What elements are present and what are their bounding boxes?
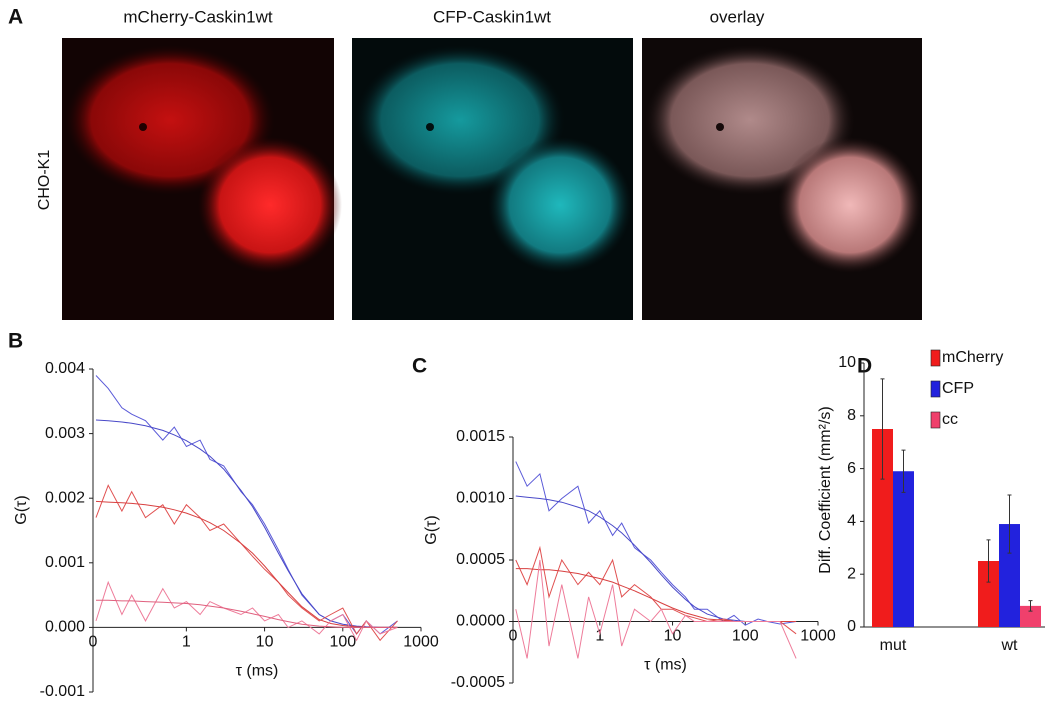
x-tick-label: mut (880, 637, 907, 654)
line-series (95, 500, 398, 628)
y-tick-label: 8 (847, 407, 856, 424)
error-bar (1007, 494, 1012, 554)
error-bar (901, 449, 906, 493)
error-bar (1028, 600, 1033, 612)
x-tick-label: 10 (664, 628, 682, 645)
legend-label: CFP (942, 380, 974, 397)
x-tick-label: 1000 (403, 634, 439, 651)
line-series (515, 559, 797, 659)
image-title: mCherry-Caskin1wt (123, 7, 273, 26)
y-axis-label: G(τ) (423, 515, 440, 544)
y-axis-label: Diff. Coefficient (mm²/s) (817, 406, 834, 573)
error-bar (880, 378, 885, 480)
x-tick-label: wt (1001, 637, 1019, 654)
line-series (95, 484, 398, 642)
y-tick-label: -0.001 (40, 683, 85, 700)
y-tick-label: 0.0010 (456, 490, 505, 507)
y-tick-label: 0.0000 (456, 613, 505, 630)
line-series (95, 419, 398, 628)
y-tick-label: 0.000 (45, 619, 85, 636)
bar (999, 524, 1020, 627)
y-tick-label: 0.004 (45, 360, 85, 377)
panel-label: A (8, 6, 23, 29)
legend-swatch (930, 349, 941, 367)
x-tick-label: 100 (329, 634, 356, 651)
panel-label: C (412, 355, 427, 378)
line-series (515, 461, 797, 626)
y-tick-label: 0 (847, 618, 856, 635)
row-label: CHO-K1 (36, 150, 53, 211)
y-axis-label: G(τ) (13, 495, 30, 524)
line-series (515, 568, 797, 622)
panel-label: B (8, 330, 23, 353)
legend-label: cc (942, 411, 958, 428)
bar (978, 561, 999, 627)
micrograph (62, 38, 342, 320)
x-axis-label: τ (ms) (236, 663, 279, 680)
error-bar (986, 539, 991, 583)
x-tick-label: 0 (89, 634, 98, 651)
x-tick-label: 10 (256, 634, 274, 651)
y-tick-label: 0.0015 (456, 428, 505, 445)
y-tick-label: 0.001 (45, 554, 85, 571)
y-tick-label: 0.003 (45, 425, 85, 442)
legend-swatch (930, 411, 941, 429)
y-tick-label: 4 (847, 513, 856, 530)
micrograph (352, 38, 633, 320)
bar (893, 471, 914, 627)
y-tick-label: 6 (847, 460, 856, 477)
legend-swatch (930, 380, 941, 398)
legend-label: mCherry (942, 349, 1003, 366)
image-title: overlay (710, 7, 765, 26)
line-series (96, 599, 398, 628)
bar (872, 429, 893, 627)
x-tick-label: 100 (732, 628, 759, 645)
y-tick-label: 0.002 (45, 489, 85, 506)
line-series (95, 580, 398, 642)
x-axis-label: τ (ms) (644, 657, 687, 674)
x-tick-label: 0 (509, 628, 518, 645)
bar (1020, 605, 1041, 627)
y-tick-label: 0.0005 (456, 551, 505, 568)
panel-label: D (857, 355, 872, 378)
y-tick-label: 2 (847, 565, 856, 582)
micrograph (642, 38, 922, 320)
x-tick-label: 1000 (800, 628, 836, 645)
y-tick-label: 10 (838, 354, 856, 371)
x-tick-label: 1 (595, 628, 604, 645)
image-title: CFP-Caskin1wt (433, 7, 551, 26)
y-tick-label: -0.0005 (451, 674, 505, 691)
x-tick-label: 1 (182, 634, 191, 651)
